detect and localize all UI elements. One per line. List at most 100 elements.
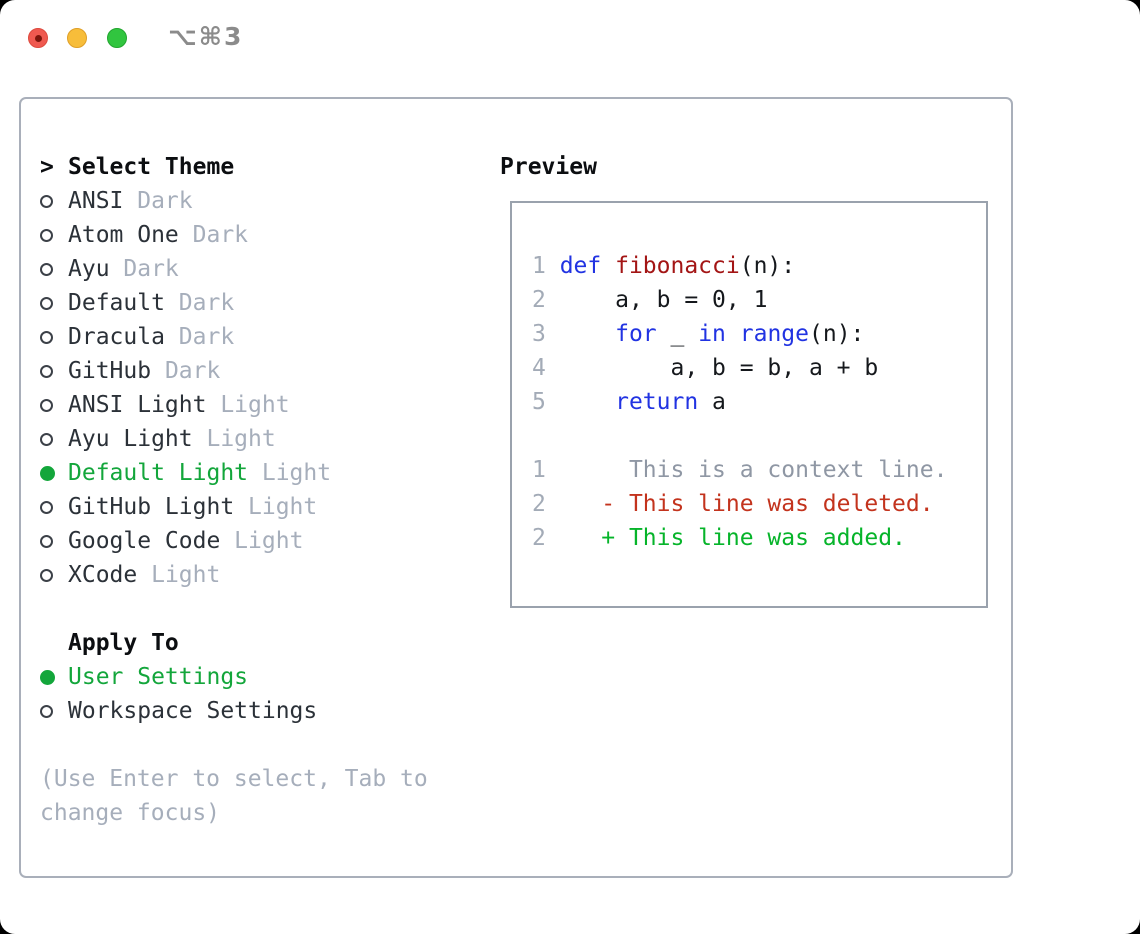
theme-option-ansi[interactable]: ANSI Dark: [40, 184, 428, 218]
code-segment-add: + This line was added.: [545, 525, 906, 551]
radio-unselected-icon: [40, 500, 53, 514]
apply-to-title: Apply To: [68, 630, 179, 656]
theme-option-label: Default Light: [68, 460, 249, 486]
select-theme-title: Select Theme: [68, 154, 235, 180]
code-segment-pl: a, b = b, a + b: [559, 355, 879, 381]
theme-option-ayu[interactable]: Ayu Dark: [40, 252, 428, 286]
radio-unselected-icon: [40, 398, 53, 412]
theme-variant-tag: Light: [234, 494, 318, 520]
code-segment-pl: (n):: [739, 253, 796, 279]
code-segment-pl: a: [698, 389, 726, 415]
code-segment-ln: 2: [532, 287, 560, 313]
theme-option-default-light[interactable]: Default Light Light: [40, 456, 428, 490]
apply-option-label: User Settings: [68, 664, 249, 690]
code-segment-ln: 1: [532, 253, 560, 279]
apply-option-workspace-settings[interactable]: Workspace Settings: [40, 694, 428, 728]
theme-variant-tag: Light: [220, 528, 304, 554]
code-segment-ctx: This is a context line.: [545, 457, 948, 483]
code-segment-pl: [560, 389, 615, 415]
apply-option-user-settings[interactable]: User Settings: [40, 660, 428, 694]
select-theme-header: > Select Theme: [40, 150, 428, 184]
code-segment-ln: 5: [532, 389, 560, 415]
theme-option-atom-one[interactable]: Atom One Dark: [40, 218, 428, 252]
radio-selected-icon: [40, 669, 55, 685]
code-line: 2 + This line was added.: [532, 521, 986, 555]
left-column: > Select Theme ANSI Dark Atom One Dark Ayu…: [40, 150, 428, 830]
apply-to-header: Apply To: [40, 626, 428, 660]
preview-header: Preview: [500, 150, 597, 184]
code-segment-pl: [726, 321, 740, 347]
theme-option-label: Ayu Light: [68, 426, 193, 452]
code-segment-pl: _: [656, 321, 699, 347]
theme-option-xcode[interactable]: XCode Light: [40, 558, 428, 592]
radio-unselected-icon: [40, 568, 53, 582]
apply-option-label: Workspace Settings: [68, 698, 318, 724]
theme-variant-tag: Light: [192, 426, 276, 452]
theme-variant-tag: Light: [137, 562, 221, 588]
theme-option-ayu-light[interactable]: Ayu Light Light: [40, 422, 428, 456]
code-segment-kw: in: [698, 321, 726, 347]
radio-unselected-icon: [40, 296, 53, 310]
theme-variant-tag: Dark: [151, 358, 221, 384]
theme-option-dracula[interactable]: Dracula Dark: [40, 320, 428, 354]
code-segment-ln: 4: [532, 355, 560, 381]
radio-unselected-icon: [40, 228, 53, 242]
theme-option-label: GitHub: [68, 358, 152, 384]
code-segment-kw: return: [615, 389, 699, 415]
theme-option-label: Ayu: [68, 256, 110, 282]
theme-option-label: ANSI Light: [68, 392, 207, 418]
theme-option-label: Dracula: [68, 324, 165, 350]
theme-option-label: GitHub Light: [68, 494, 235, 520]
theme-variant-tag: Light: [248, 460, 332, 486]
radio-selected-icon: [40, 465, 55, 481]
code-line: 1 This is a context line.: [532, 453, 986, 487]
theme-option-github[interactable]: GitHub Dark: [40, 354, 428, 388]
preview-title: Preview: [500, 154, 597, 180]
code-line: 2 - This line was deleted.: [532, 487, 986, 521]
code-segment-kw: def: [559, 253, 616, 279]
theme-picker-panel: > Select Theme ANSI Dark Atom One Dark Ayu…: [19, 97, 1013, 878]
radio-unselected-icon: [40, 432, 53, 446]
keyboard-hint-line-2: change focus): [40, 800, 221, 826]
code-line: 4 a, b = b, a + b: [532, 351, 986, 385]
code-segment-fn: fibonacci: [615, 253, 740, 279]
radio-unselected-icon: [40, 364, 53, 378]
code-segment-pl: a, b = 0, 1: [559, 287, 768, 313]
theme-variant-tag: Dark: [109, 256, 179, 282]
radio-unselected-icon: [40, 534, 53, 548]
theme-variant-tag: Dark: [164, 290, 235, 316]
theme-variant-tag: Dark: [123, 188, 193, 214]
code-segment-pl: [560, 321, 615, 347]
code-line: 1 def fibonacci(n):: [532, 249, 986, 283]
zoom-button[interactable]: [107, 28, 127, 48]
code-line: 3 for _ in range(n):: [532, 317, 986, 351]
theme-variant-tag: Dark: [164, 324, 235, 350]
theme-option-ansi-light[interactable]: ANSI Light Light: [40, 388, 428, 422]
theme-variant-tag: Light: [206, 392, 290, 418]
keyboard-hint-line-1: (Use Enter to select, Tab to: [40, 766, 428, 792]
window-title-shortcut: ⌥⌘3: [168, 22, 244, 51]
code-segment-ln: 3: [532, 321, 560, 347]
theme-option-label: XCode: [68, 562, 138, 588]
radio-unselected-icon: [40, 330, 53, 344]
radio-unselected-icon: [40, 262, 53, 276]
titlebar: ⌥⌘3: [0, 0, 1140, 76]
theme-option-github-light[interactable]: GitHub Light Light: [40, 490, 428, 524]
theme-option-label: Atom One: [68, 222, 179, 248]
code-segment-del: - This line was deleted.: [545, 491, 934, 517]
code-line: 2 a, b = 0, 1: [532, 283, 986, 317]
theme-option-google-code[interactable]: Google Code Light: [40, 524, 428, 558]
close-button[interactable]: [28, 28, 48, 48]
theme-option-label: Google Code: [68, 528, 221, 554]
code-segment-ln: 1: [532, 457, 546, 483]
spacer: [40, 728, 428, 762]
radio-unselected-icon: [40, 704, 53, 718]
spacer: [40, 592, 428, 626]
radio-unselected-icon: [40, 194, 53, 208]
minimize-button[interactable]: [67, 28, 87, 48]
code-line: [532, 419, 986, 453]
theme-option-default[interactable]: Default Dark: [40, 286, 428, 320]
theme-option-label: Default: [68, 290, 165, 316]
